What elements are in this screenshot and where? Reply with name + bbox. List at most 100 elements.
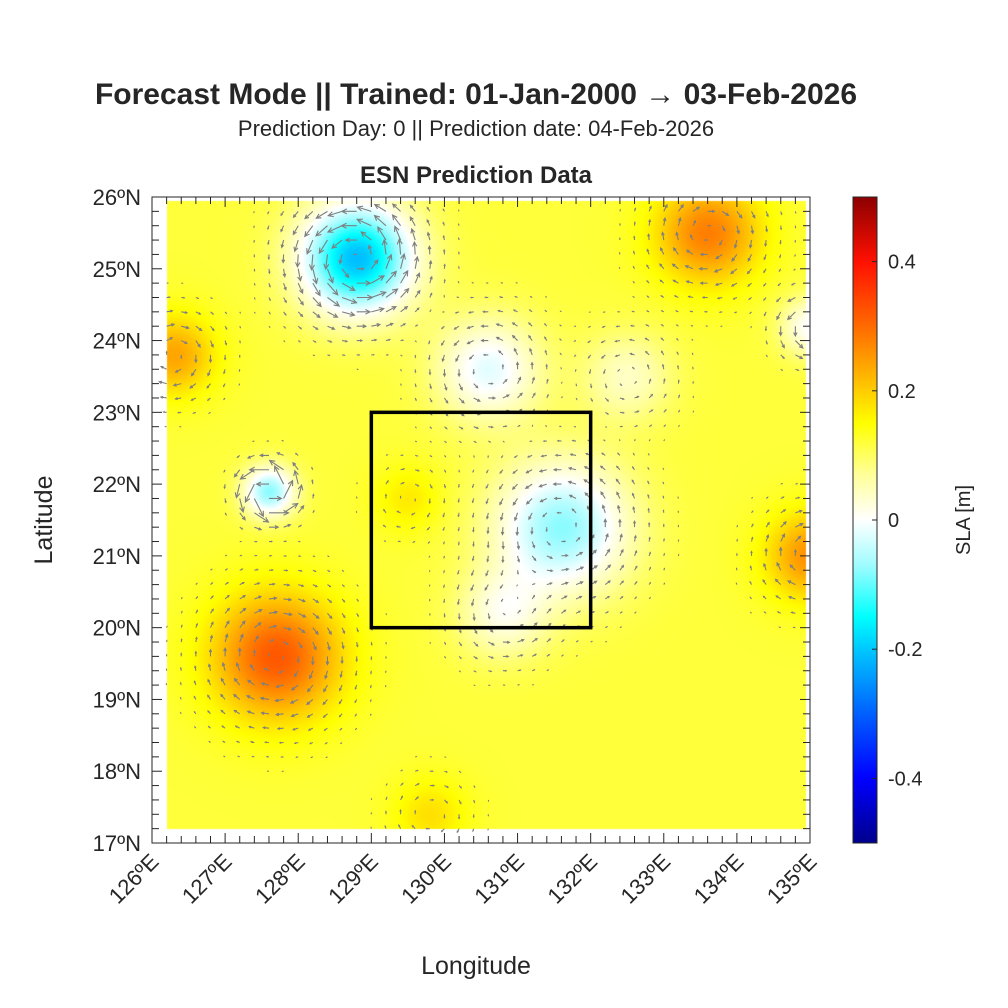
quiver-arrow [254,554,258,557]
quiver-arrow [254,582,261,586]
quiver-arrow [646,264,650,270]
quiver-arrow [778,326,783,337]
quiver-arrow [206,397,211,401]
quiver-arrow [660,295,665,298]
quiver-arrow [280,211,285,217]
quiver-arrow [426,231,431,241]
quiver-arrow [604,532,609,542]
quiver-arrow [443,613,446,618]
quiver-arrow [501,555,505,564]
quiver-arrow [453,325,460,330]
quiver-arrow [338,713,343,718]
quiver-arrow [427,541,431,544]
quiver-arrow [675,310,679,313]
quiver-arrow [495,336,504,342]
quiver-arrow [356,584,359,587]
quiver-arrow [546,669,550,672]
quiver-arrow [426,218,431,226]
quiver-arrow [239,594,247,600]
quiver-arrow [224,512,227,516]
quiver-arrow [275,684,284,689]
quiver-arrow [280,756,284,758]
quiver-arrow [293,469,299,485]
quiver-arrow [429,309,432,313]
quiver-arrow [249,663,255,672]
quiver-arrow [631,366,635,370]
quiver-arrow [290,713,299,718]
quiver-arrow [414,440,418,443]
quiver-arrow [511,483,518,490]
quiver-arrow [298,555,302,558]
quiver-arrow [370,656,373,661]
quiver-arrow [500,455,504,459]
quiver-arrow [373,214,387,227]
x-tick-label: 133ºE [616,849,676,909]
quiver-arrow [234,725,240,729]
quiver-arrow [604,383,608,389]
quiver-arrow [531,541,536,549]
quiver-arrow [480,338,489,343]
quiver-arrow [283,612,294,617]
quiver-arrow [458,251,460,255]
quiver-arrow [293,741,299,745]
quiver-arrow [473,426,480,429]
quiver-arrow [648,378,652,384]
quiver-arrow [442,369,447,378]
quiver-arrow [512,498,519,506]
y-tick-label: 24ºN [93,329,141,354]
quiver-arrow [604,397,610,402]
quiver-arrow [190,397,197,401]
quiver-arrow [210,311,215,315]
quiver-arrow [530,527,534,535]
quiver-arrow [415,769,419,772]
axes-frame [151,196,811,844]
quiver-arrow [339,684,343,692]
quiver-arrow [315,225,328,237]
quiver-arrow [501,363,505,370]
quiver-arrow [194,665,197,671]
quiver-arrow [190,368,197,377]
quiver-arrow [530,361,534,370]
quiver-arrow [471,498,475,504]
quiver-arrow [648,205,652,212]
quiver-arrow [166,296,171,299]
quiver-arrow [166,639,168,643]
quiver-arrow [180,340,188,344]
quiver-arrow [224,607,231,614]
quiver-arrow [500,598,504,603]
quiver-arrow [691,352,694,356]
quiver-arrow [429,483,433,489]
quiver-arrow [341,339,349,343]
quiver-arrow [341,268,350,279]
quiver-arrow [268,554,273,557]
quiver-arrow [473,383,479,389]
quiver-arrow [396,510,401,514]
quiver-arrow [457,280,460,284]
quiver-arrow [295,254,301,269]
quiver-arrow [414,426,417,429]
quiver-arrow [516,570,520,575]
quiver-arrow [749,580,753,585]
quiver-arrow [325,756,328,758]
x-tick-labels: 126ºE 127ºE 128ºE 129ºE 130ºE 131ºE 132ºE 133ºE… [104,849,822,909]
quiver-arrow [283,540,288,543]
quiver-arrow [246,679,255,686]
quiver-arrow [619,237,621,241]
quiver-arrow [764,326,768,332]
x-tick-label: 130ºE [396,849,456,909]
quiver-arrow [181,311,189,315]
quiver-arrow [786,297,796,302]
quiver-arrow [663,377,666,384]
quiver-arrow [779,240,782,245]
quiver-arrow [414,289,421,298]
quiver-arrow [326,268,334,284]
quiver-arrow [192,411,197,414]
quiver-arrow [558,425,562,428]
quiver-arrow [648,393,654,399]
quiver-arrow [691,338,694,341]
quiver-arrow [210,608,214,614]
quiver-arrow [354,684,358,691]
quiver-arrow [482,353,489,357]
quiver-arrow [574,522,578,528]
quiver-arrow [692,380,694,384]
